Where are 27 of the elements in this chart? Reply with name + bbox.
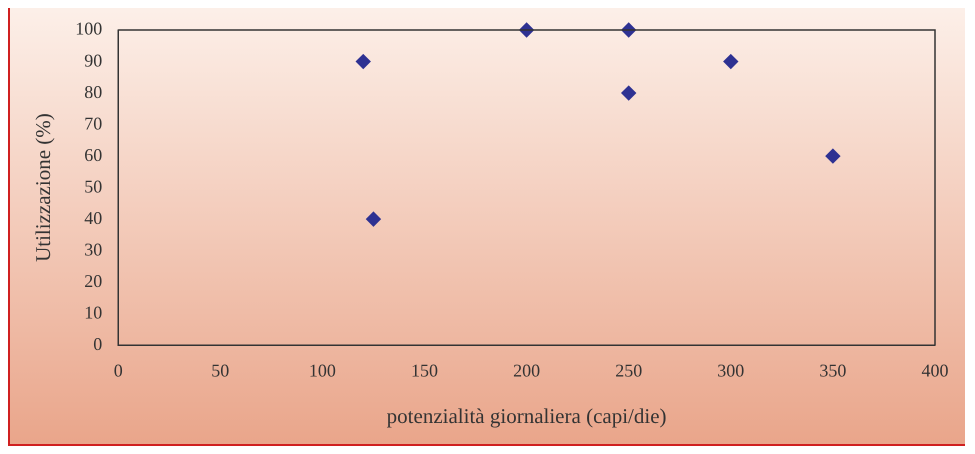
point bbox=[723, 54, 738, 70]
y-tick-label: 90 bbox=[84, 50, 102, 70]
y-tick-label: 0 bbox=[93, 334, 102, 354]
y-tick-label: 40 bbox=[84, 208, 102, 228]
y-tick-label: 100 bbox=[75, 18, 102, 39]
y-tick-label: 20 bbox=[84, 270, 102, 291]
x-tick-label: 200 bbox=[513, 360, 540, 381]
y-tick-label: 10 bbox=[84, 302, 102, 322]
y-tick-label: 60 bbox=[84, 144, 102, 165]
x-tick-label: 0 bbox=[114, 360, 123, 381]
x-tick-label: 300 bbox=[717, 360, 744, 381]
x-tick-label: 400 bbox=[922, 360, 948, 381]
x-tick-label: 150 bbox=[411, 360, 438, 381]
x-tick-label: 250 bbox=[615, 360, 642, 381]
point bbox=[621, 86, 636, 101]
y-tick-label: 70 bbox=[84, 113, 102, 134]
point bbox=[356, 54, 371, 70]
point bbox=[366, 212, 381, 227]
x-tick-label: 50 bbox=[211, 360, 230, 381]
x-axis-title: potenzialità giornaliera (capi/die) bbox=[386, 404, 667, 428]
y-tick-label: 80 bbox=[84, 82, 102, 102]
x-tick-label: 100 bbox=[308, 360, 336, 381]
point bbox=[825, 148, 840, 164]
x-tick-label: 350 bbox=[819, 360, 846, 381]
y-tick-label: 50 bbox=[84, 176, 102, 196]
y-tick-label: 30 bbox=[84, 239, 102, 260]
y-axis-title: Utilizzazione (%) bbox=[31, 113, 56, 262]
